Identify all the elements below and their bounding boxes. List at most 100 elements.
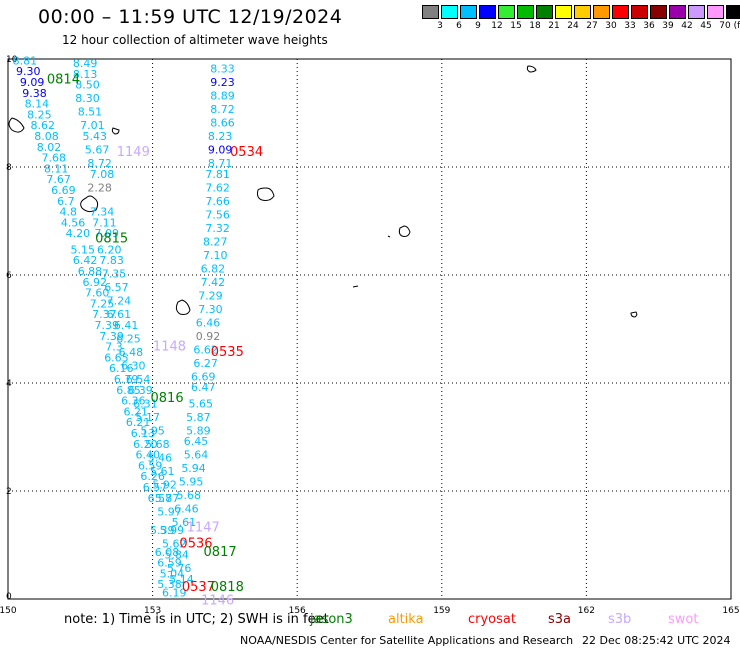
legend-level: 24	[567, 21, 579, 31]
wave-height-label: 8.72	[87, 157, 112, 170]
wave-height-label: 6.92	[83, 276, 108, 289]
wave-height-label: 6.16	[109, 362, 134, 375]
legend-swatch	[498, 5, 515, 19]
satellite-s3b: s3b	[608, 612, 632, 627]
wave-height-label: 7.42	[201, 276, 226, 289]
island-outline	[630, 311, 638, 318]
wave-height-label: 5.62	[162, 538, 187, 551]
wave-height-label: 5.17	[136, 411, 161, 424]
wave-height-label: 7.24	[107, 295, 132, 308]
wave-height-label: 6.21	[123, 405, 148, 418]
legend-level: 3	[437, 21, 443, 31]
wave-height-label: 8.51	[78, 106, 103, 119]
wave-height-label: 5.99	[160, 524, 185, 537]
wave-height-label: 2.28	[87, 181, 112, 194]
wave-height-label: 6.54	[126, 373, 151, 386]
wave-height-label: 5.87	[155, 492, 180, 505]
legend-swatch	[517, 5, 534, 19]
wave-height-label: 7.62	[205, 181, 230, 194]
wave-height-label: 6.47	[191, 381, 216, 394]
wave-height-label: 8.11	[44, 162, 69, 175]
x-tick-label: 162	[578, 606, 595, 616]
wave-height-label: 6.69	[51, 184, 76, 197]
wave-height-label: 6.85	[116, 384, 141, 397]
legend-swatch	[688, 5, 705, 19]
pass-time-label: 1146	[201, 593, 234, 608]
wave-height-label: 6.20	[97, 243, 122, 256]
pass-time-label: 1147	[187, 521, 220, 536]
legend-swatch	[612, 5, 629, 19]
wave-height-label: 8.02	[37, 141, 62, 154]
pass-time-labels: 0814 1149 0534 0815 1148 0535 0816 114705360817…	[47, 72, 263, 608]
island-outline	[257, 187, 275, 201]
wave-height-label: 9.30	[16, 65, 41, 78]
wave-height-label: 0.92	[196, 330, 221, 343]
wave-height-label: 7.39	[99, 330, 124, 343]
legend-swatch	[536, 5, 553, 19]
wave-height-label: 6.82	[201, 262, 226, 275]
pass-time-label: 0817	[204, 545, 237, 560]
legend-level: 36	[643, 21, 655, 31]
pass-time-label: 1149	[117, 145, 150, 160]
legend-level: 6	[456, 21, 462, 31]
pass-time-label: 0816	[151, 391, 184, 406]
wave-height-label: 5.38	[157, 578, 182, 591]
wave-height-label: 5.61	[150, 465, 175, 478]
legend-level: 42	[681, 21, 693, 31]
satellite-s3a: s3a	[548, 612, 572, 627]
y-tick-label: 4	[6, 379, 12, 389]
footnote: note: 1) Time is in UTC; 2) SWH is in fe…	[64, 612, 329, 627]
wave-height-label: 6.62	[193, 343, 218, 356]
wave-height-label: 6.19	[162, 586, 187, 599]
wave-height-label: 4.8	[60, 206, 78, 219]
wave-height-label: 6.65	[104, 351, 129, 364]
wave-height-label: 8.33	[210, 63, 235, 76]
legend-level: 9	[475, 21, 481, 31]
wave-height-label: 9.38	[22, 87, 47, 100]
y-tick-label: 6	[6, 271, 12, 281]
wave-height-label: 6.08	[155, 546, 180, 559]
wave-height-label: 7.67	[46, 173, 71, 186]
wave-height-label: 8.13	[73, 68, 98, 81]
wave-height-label: 6.61	[107, 308, 132, 321]
y-tick-label: 8	[6, 163, 12, 173]
wave-height-label: 9.23	[210, 76, 235, 89]
wave-height-label: 6.59	[138, 459, 163, 472]
wave-height-label: 6.46	[174, 503, 199, 516]
wave-height-label: 6.39	[128, 384, 153, 397]
x-tick-label: 153	[144, 606, 161, 616]
wave-height-label: 4.56	[61, 216, 86, 229]
legend-swatch	[555, 5, 572, 19]
island-outline	[526, 65, 537, 73]
pass-time-label: 0537	[182, 580, 215, 595]
wave-height-label: 5.68	[145, 438, 170, 451]
y-tick-label: 0	[6, 592, 12, 602]
island-outline	[387, 235, 391, 238]
legend-level: 15	[510, 21, 522, 31]
wave-height-label: 5.39	[150, 524, 175, 537]
wave-height-label: 8.71	[208, 157, 233, 170]
wave-height-label: 6.79	[114, 373, 139, 386]
legend-level: 33	[624, 21, 636, 31]
wave-height-label: 5.61	[172, 516, 197, 529]
legend-swatch	[479, 5, 496, 19]
wave-height-label: 6.46	[196, 316, 221, 329]
wave-height-label: 6.36	[121, 395, 146, 408]
map-subtitle: 12 hour collection of altimeter wave hei…	[62, 33, 328, 47]
wave-height-label: 5.67	[85, 144, 110, 157]
pass-time-label: 0815	[95, 232, 128, 247]
wave-height-label: 8.14	[25, 98, 50, 111]
y-tick-label: 2	[6, 487, 12, 497]
wave-height-label: 5.84	[164, 549, 189, 562]
wave-height-label: 5.95	[179, 476, 204, 489]
island-outlines	[8, 65, 638, 318]
legend-level: 21	[548, 21, 560, 31]
wave-height-label: 7.56	[205, 208, 230, 221]
wave-height-label: 5.94	[181, 462, 206, 475]
wave-height-label: 7.25	[90, 297, 115, 310]
wave-height-label: 6.13	[131, 427, 156, 440]
wave-height-label: 7.37	[92, 308, 117, 321]
wave-height-label: 5.95	[140, 424, 165, 437]
island-outline	[352, 285, 359, 288]
